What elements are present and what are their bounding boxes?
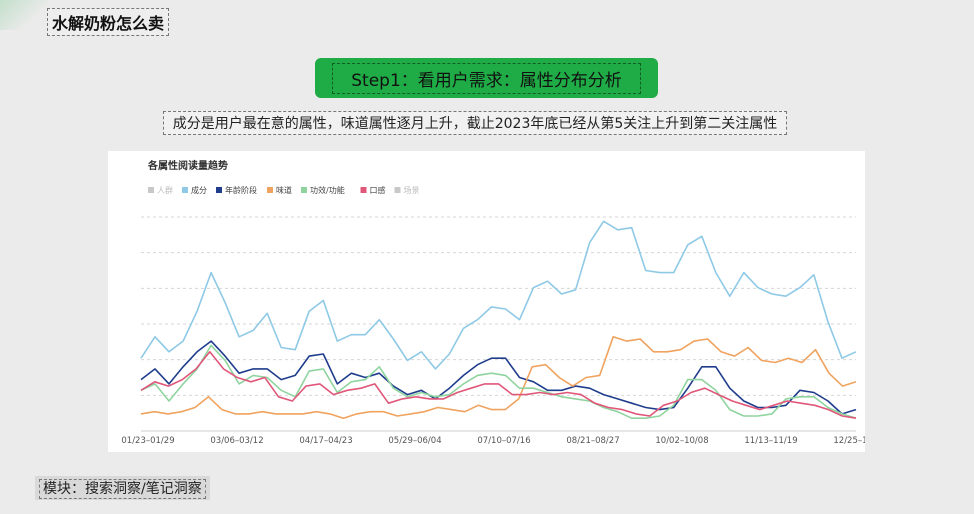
x-tick-label: 04/17–04/23 — [299, 436, 352, 446]
series-line-2 — [140, 336, 857, 420]
x-tick-label: 11/13–11/19 — [744, 436, 797, 446]
legend-label-2: 年龄阶段 — [225, 185, 257, 195]
legend-label-4: 功效/功能 — [310, 185, 345, 195]
legend-marker-0 — [148, 187, 154, 193]
legend-label-0: 人群 — [157, 185, 173, 195]
legend-label-3: 味道 — [276, 185, 292, 195]
legend-marker-6 — [394, 187, 401, 193]
legend-marker-3 — [267, 187, 273, 193]
corner-decoration — [0, 0, 60, 30]
x-tick-label: 03/06–03/12 — [210, 436, 263, 446]
x-tick-label: 10/02–10/08 — [655, 436, 708, 446]
chart-title: 各属性阅读量趋势 — [147, 159, 228, 172]
x-tick-label: 05/29–06/04 — [388, 436, 441, 446]
legend-label-5: 口感 — [370, 185, 386, 195]
legend-label-1: 成分 — [191, 185, 207, 195]
x-tick-label: 01/23–01/29 — [121, 436, 174, 446]
legend-marker-1 — [182, 187, 188, 193]
step-banner: Step1：看用户需求：属性分布分析 — [315, 58, 658, 98]
module-label: 模块：搜索洞察/笔记洞察 — [39, 479, 206, 499]
legend-marker-5 — [360, 187, 367, 193]
x-tick-label: 07/10–07/16 — [477, 436, 530, 446]
legend-label-6: 场景 — [404, 186, 420, 195]
legend-marker-4 — [301, 187, 307, 193]
subtitle: 成分是用户最在意的属性，味道属性逐月上升，截止2023年底已经从第5关注上升到第… — [163, 111, 787, 135]
series-line-4 — [140, 351, 857, 419]
page-title: 水解奶粉怎么卖 — [47, 8, 170, 36]
step-banner-text: Step1：看用户需求：属性分布分析 — [332, 62, 641, 94]
x-tick-label: 08/21–08/27 — [566, 436, 619, 446]
legend-marker-2 — [216, 187, 222, 193]
chart-panel: 各属性阅读量趋势人群 成分 年龄阶段 味道 功效/功能 口感 场景 01/23–01/29 03… — [108, 151, 865, 452]
module-tag: 模块：搜索洞察/笔记洞察 — [35, 476, 210, 500]
series-line-3 — [140, 344, 857, 420]
series-line-1 — [140, 340, 857, 415]
x-tick-label: 12/25–12/31 — [833, 436, 865, 446]
series-line-0 — [140, 220, 857, 370]
